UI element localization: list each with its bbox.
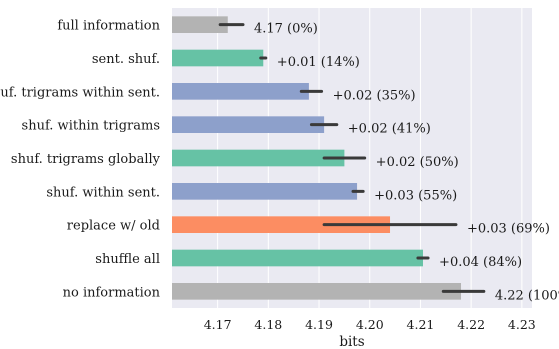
x-tick-label: 4.17 [204, 317, 232, 332]
bar-value-label: +0.04 (84%) [439, 255, 522, 270]
bar-value-label: +0.03 (69%) [467, 222, 550, 237]
bar-value-label: +0.01 (14%) [277, 55, 360, 70]
x-axis-title: bits [339, 334, 364, 349]
bar [172, 16, 228, 33]
category-label: shuffle all [95, 252, 160, 267]
bar-value-label: 4.22 (100%) [495, 288, 559, 303]
bar [172, 149, 345, 167]
bar-value-labels: 4.17 (0%) +0.01 (14%) +0.02 (35%) +0.02 (41… [254, 22, 559, 304]
bar [172, 49, 264, 67]
category-label: shuf. within trigrams [22, 119, 160, 134]
bar-value-label: +0.02 (50%) [376, 155, 459, 170]
bar [172, 83, 309, 100]
bar-value-label: 4.17 (0%) [254, 22, 318, 37]
category-label: sent. shuf. [92, 52, 160, 67]
category-label: shuf. trigrams globally [11, 152, 161, 167]
bar [172, 249, 423, 267]
x-tick-label: 4.20 [356, 317, 384, 332]
x-tick-label: 4.19 [305, 317, 333, 332]
bar [172, 216, 391, 233]
x-tick-label: 4.23 [508, 317, 536, 332]
category-label: shuf. trigrams within sent. [0, 85, 160, 100]
bar [172, 116, 325, 133]
category-label: shuf. within sent. [46, 185, 160, 200]
bars [172, 16, 462, 300]
bar-value-label: +0.03 (55%) [374, 188, 457, 203]
category-labels: full information sent. shuf. shuf. trigram… [0, 19, 161, 301]
error-bars [218, 23, 486, 293]
bar-value-label: +0.02 (41%) [348, 122, 431, 137]
bar [172, 283, 462, 300]
x-tick-label: 4.22 [457, 317, 485, 332]
category-label: full information [57, 19, 160, 34]
x-tick-label: 4.18 [254, 317, 282, 332]
x-tick-labels: 4.17 4.18 4.19 4.20 4.21 4.22 4.23 [204, 317, 536, 332]
category-label: replace w/ old [67, 219, 160, 234]
x-tick-label: 4.21 [407, 317, 435, 332]
bar-value-label: +0.02 (35%) [333, 88, 416, 103]
category-label: no information [63, 285, 161, 300]
bar [172, 183, 358, 200]
